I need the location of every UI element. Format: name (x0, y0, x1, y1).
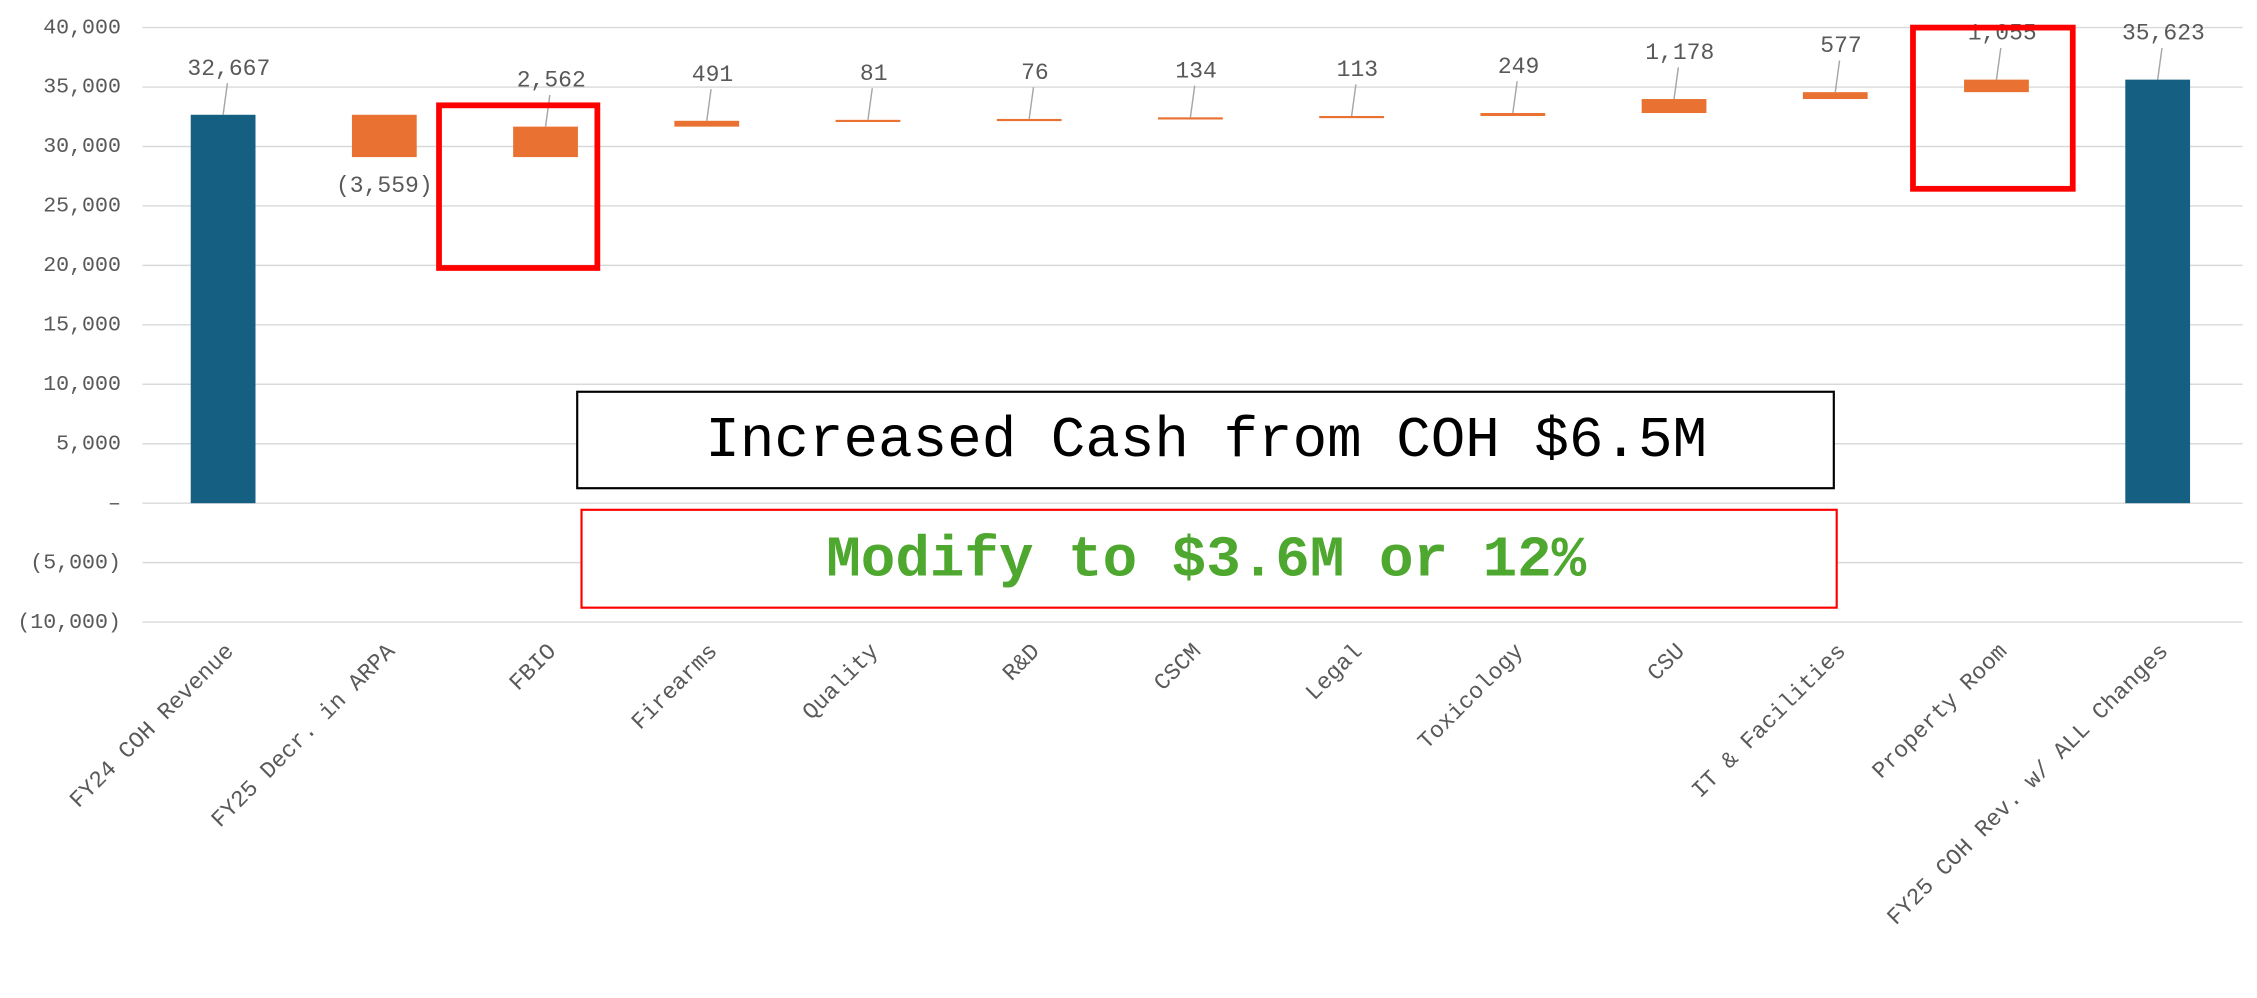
bar (513, 126, 578, 158)
annotation-box (576, 390, 1835, 490)
leader-line (1350, 84, 1357, 117)
leader-line (706, 89, 712, 121)
leader-line (2156, 47, 2163, 80)
x-tick-label: FY25 COH Rev. w/ ALL Changes (1882, 639, 2174, 931)
x-tick-label: FY24 COH Revenue (65, 639, 240, 814)
leader-line (1512, 81, 1518, 114)
value-label: 249 (1498, 54, 1539, 80)
bar (190, 114, 256, 504)
x-tick-label: FBIO (505, 639, 562, 696)
value-label: 2,562 (517, 68, 586, 94)
value-label: 491 (692, 62, 733, 88)
x-tick-label: Firearms (627, 639, 724, 736)
value-label: 1,178 (1645, 40, 1714, 66)
x-tick-label: Property Room (1868, 639, 2013, 784)
bar (996, 118, 1062, 122)
bar (1480, 113, 1546, 116)
y-tick-label: (5,000) (30, 551, 121, 575)
y-tick-label: 20,000 (43, 254, 121, 278)
y-tick-label: 10,000 (43, 373, 121, 397)
y-tick-label: 35,000 (43, 76, 121, 100)
bar (2125, 79, 2191, 504)
x-tick-label: CSCM (1149, 639, 1206, 696)
highlight-box (436, 102, 601, 271)
leader-line (222, 83, 229, 115)
bar (1964, 79, 2029, 93)
value-label: (3,559) (336, 173, 433, 199)
leader-line (1995, 47, 2002, 80)
value-label: 577 (1820, 33, 1861, 59)
x-tick-label: Toxicology (1413, 639, 1529, 755)
leader-line (867, 88, 873, 120)
annotation-box (580, 508, 1838, 609)
leader-line (1028, 87, 1035, 120)
bar (674, 120, 740, 127)
x-tick-label: CSU (1643, 639, 1691, 687)
value-label: 134 (1175, 58, 1216, 84)
y-tick-label: (10,000) (17, 611, 121, 635)
value-label: 81 (860, 61, 888, 87)
value-label: 76 (1021, 60, 1049, 86)
y-tick-label: 30,000 (43, 135, 121, 159)
x-tick-label: Legal (1301, 639, 1368, 706)
y-tick-label: 25,000 (43, 195, 121, 219)
leader-line (1834, 60, 1841, 93)
bar (1319, 115, 1384, 119)
bar (1641, 99, 1707, 114)
leader-line (544, 94, 551, 127)
leader-line (1673, 67, 1680, 100)
x-tick-label: Quality (798, 639, 885, 726)
value-label: 35,623 (2122, 21, 2205, 47)
bar (835, 119, 901, 122)
y-tick-label: 15,000 (43, 314, 121, 338)
x-tick-label: IT & Facilities (1687, 639, 1852, 804)
y-tick-label: – (108, 492, 121, 516)
annotation: Increased Cash from COH $6.5M (705, 409, 1707, 474)
bar (1158, 117, 1223, 120)
value-label: 113 (1337, 57, 1378, 83)
x-tick-label: FY25 Decr. in ARPA (207, 639, 401, 833)
value-label: 1,055 (1968, 21, 2037, 47)
annotation: Modify to $3.6M or 12% (826, 528, 1586, 593)
x-tick-label: R&D (998, 639, 1046, 687)
bar (1802, 92, 1868, 100)
bar (351, 114, 417, 158)
highlight-box (1910, 24, 2076, 192)
value-label: 32,667 (187, 56, 270, 82)
leader-line (1189, 85, 1196, 118)
y-tick-label: 40,000 (43, 16, 121, 40)
y-tick-label: 5,000 (56, 432, 121, 456)
